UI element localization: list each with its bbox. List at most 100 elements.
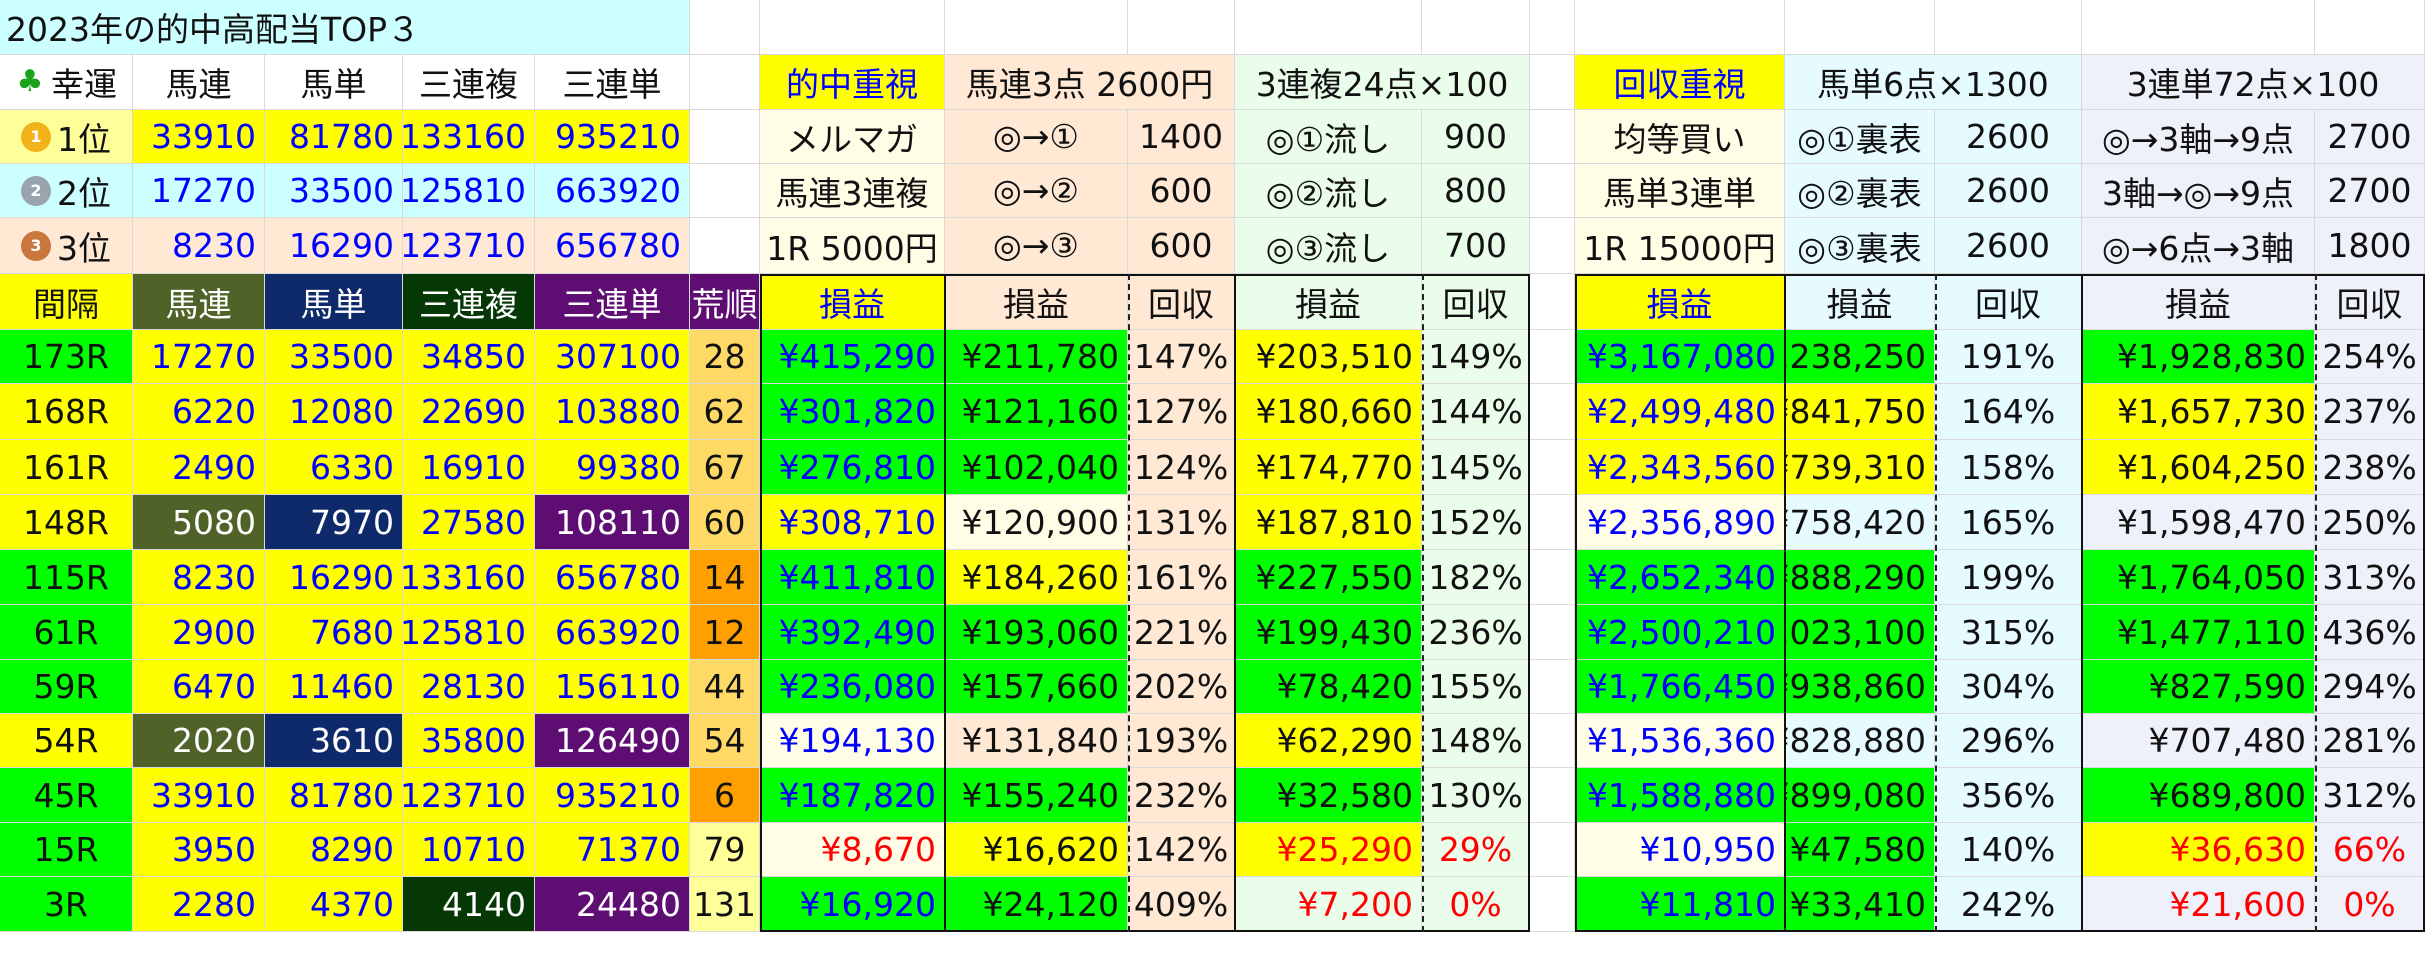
rank-order-cell[interactable]: 44 (690, 660, 760, 714)
return-focus-result-cell[interactable]: ¥2,343,560 (1575, 440, 1785, 495)
empty-cell[interactable] (1530, 164, 1575, 218)
return-focus-result-cell[interactable]: 315% (1935, 605, 2082, 660)
hit-focus-result-cell[interactable]: 155% (1422, 660, 1530, 714)
return-focus-result-cell[interactable]: ¥1,764,050 (2082, 550, 2315, 605)
hit-focus-result-cell[interactable]: ¥227,550 (1235, 550, 1422, 605)
hit-focus-result-cell[interactable]: ¥16,620 (945, 823, 1128, 877)
header-cell[interactable]: ◎②裏表 (1785, 164, 1935, 218)
return-focus-result-cell[interactable]: 436% (2315, 605, 2425, 660)
header-cell[interactable]: 回収 (1422, 274, 1530, 330)
hit-focus-result-cell[interactable]: ¥155,240 (945, 768, 1128, 823)
header-cell[interactable]: 800 (1422, 164, 1530, 218)
empty-cell[interactable] (1575, 0, 1785, 55)
header-cell[interactable]: 125810 (403, 164, 535, 218)
hit-focus-result-cell[interactable]: 0% (1422, 877, 1530, 932)
return-focus-result-cell[interactable]: ¥47,580 (1785, 823, 1935, 877)
header-cell[interactable]: 馬単 (265, 55, 403, 110)
empty-cell[interactable] (1530, 274, 1575, 330)
rank-1-label[interactable]: 1 1位 (0, 110, 133, 164)
empty-cell[interactable] (1530, 218, 1575, 274)
return-focus-result-cell[interactable]: ¥33,410 (1785, 877, 1935, 932)
header-cell[interactable]: メルマガ (760, 110, 945, 164)
hit-focus-result-cell[interactable]: 124% (1128, 440, 1235, 495)
header-cell[interactable]: 1R 5000円 (760, 218, 945, 274)
header-cell[interactable]: 16290 (265, 218, 403, 274)
hit-focus-result-cell[interactable]: ¥194,130 (760, 714, 945, 768)
empty-cell[interactable] (1935, 0, 2082, 55)
header-cell[interactable]: ◎→3軸→9点 (2082, 110, 2315, 164)
payout-cell[interactable]: 34850 (403, 330, 535, 384)
header-cell[interactable]: ◎③流し (1235, 218, 1422, 274)
return-focus-result-cell[interactable]: ¥3,167,080 (1575, 330, 1785, 384)
header-cell[interactable]: 123710 (403, 218, 535, 274)
payout-cell[interactable]: 16910 (403, 440, 535, 495)
payout-cell[interactable]: 307100 (535, 330, 690, 384)
empty-cell[interactable] (690, 110, 760, 164)
empty-cell[interactable] (1530, 110, 1575, 164)
return-focus-result-cell[interactable]: ¥2,500,210 (1575, 605, 1785, 660)
return-focus-result-cell[interactable]: ¥938,860 (1785, 660, 1935, 714)
return-focus-result-cell[interactable]: ¥36,630 (2082, 823, 2315, 877)
payout-cell[interactable]: 11460 (265, 660, 403, 714)
payout-cell[interactable]: 7970 (265, 495, 403, 550)
empty-cell[interactable] (1785, 0, 1935, 55)
payout-cell[interactable]: 663920 (535, 605, 690, 660)
payout-cell[interactable]: 2900 (133, 605, 265, 660)
return-focus-result-cell[interactable]: ¥10,950 (1575, 823, 1785, 877)
hit-focus-result-cell[interactable]: ¥415,290 (760, 330, 945, 384)
hit-focus-result-cell[interactable]: ¥16,920 (760, 877, 945, 932)
header-cell[interactable]: 2600 (1935, 164, 2082, 218)
hit-focus-result-cell[interactable]: 142% (1128, 823, 1235, 877)
return-focus-result-cell[interactable]: 140% (1935, 823, 2082, 877)
hit-focus-result-cell[interactable]: ¥187,820 (760, 768, 945, 823)
header-cell[interactable]: 1800 (2315, 218, 2425, 274)
payout-cell[interactable]: 4370 (265, 877, 403, 932)
header-cell[interactable]: ◎①流し (1235, 110, 1422, 164)
hit-focus-result-cell[interactable]: ¥301,820 (760, 384, 945, 440)
hit-focus-result-cell[interactable]: ¥120,900 (945, 495, 1128, 550)
empty-cell[interactable] (690, 164, 760, 218)
header-cell[interactable]: 損益 (945, 274, 1128, 330)
header-cell[interactable]: 馬連 (133, 55, 265, 110)
hit-focus-result-cell[interactable]: ¥78,420 (1235, 660, 1422, 714)
empty-cell[interactable] (1235, 0, 1422, 55)
header-cell[interactable]: 2023年の的中高配当TOP３ (0, 0, 690, 55)
header-cell[interactable]: 損益 (760, 274, 945, 330)
payout-cell[interactable]: 108110 (535, 495, 690, 550)
interval-cell[interactable]: 15R (0, 823, 133, 877)
header-cell[interactable]: ◎→① (945, 110, 1128, 164)
header-cell[interactable]: 損益 (2082, 274, 2315, 330)
return-focus-result-cell[interactable]: 281% (2315, 714, 2425, 768)
return-focus-result-cell[interactable]: 158% (1935, 440, 2082, 495)
hit-focus-result-cell[interactable]: 130% (1422, 768, 1530, 823)
header-cell[interactable]: 三連複 (403, 55, 535, 110)
rank-order-cell[interactable]: 62 (690, 384, 760, 440)
hit-focus-result-cell[interactable]: 193% (1128, 714, 1235, 768)
payout-cell[interactable]: 2280 (133, 877, 265, 932)
hit-focus-result-cell[interactable]: 147% (1128, 330, 1235, 384)
header-cell[interactable]: ◎→6点→3軸 (2082, 218, 2315, 274)
payout-cell[interactable]: 935210 (535, 768, 690, 823)
payout-cell[interactable]: 6330 (265, 440, 403, 495)
return-focus-result-cell[interactable]: ¥1,023,100 (1785, 605, 1935, 660)
payout-cell[interactable]: 5080 (133, 495, 265, 550)
hit-focus-result-cell[interactable]: 409% (1128, 877, 1235, 932)
hit-focus-result-cell[interactable]: ¥8,670 (760, 823, 945, 877)
payout-cell[interactable]: 24480 (535, 877, 690, 932)
empty-cell[interactable] (1530, 823, 1575, 877)
return-focus-result-cell[interactable]: ¥2,356,890 (1575, 495, 1785, 550)
empty-cell[interactable] (1530, 550, 1575, 605)
return-focus-result-cell[interactable]: 66% (2315, 823, 2425, 877)
return-focus-result-cell[interactable]: 164% (1935, 384, 2082, 440)
payout-cell[interactable]: 81780 (265, 768, 403, 823)
interval-cell[interactable]: 173R (0, 330, 133, 384)
return-focus-result-cell[interactable]: ¥21,600 (2082, 877, 2315, 932)
return-focus-result-cell[interactable]: ¥841,750 (1785, 384, 1935, 440)
header-cell[interactable]: 1R 15000円 (1575, 218, 1785, 274)
hit-focus-result-cell[interactable]: 127% (1128, 384, 1235, 440)
return-focus-result-cell[interactable]: 356% (1935, 768, 2082, 823)
header-cell[interactable]: 656780 (535, 218, 690, 274)
hit-focus-result-cell[interactable]: ¥187,810 (1235, 495, 1422, 550)
header-cell[interactable]: 33910 (133, 110, 265, 164)
payout-cell[interactable]: 17270 (133, 330, 265, 384)
